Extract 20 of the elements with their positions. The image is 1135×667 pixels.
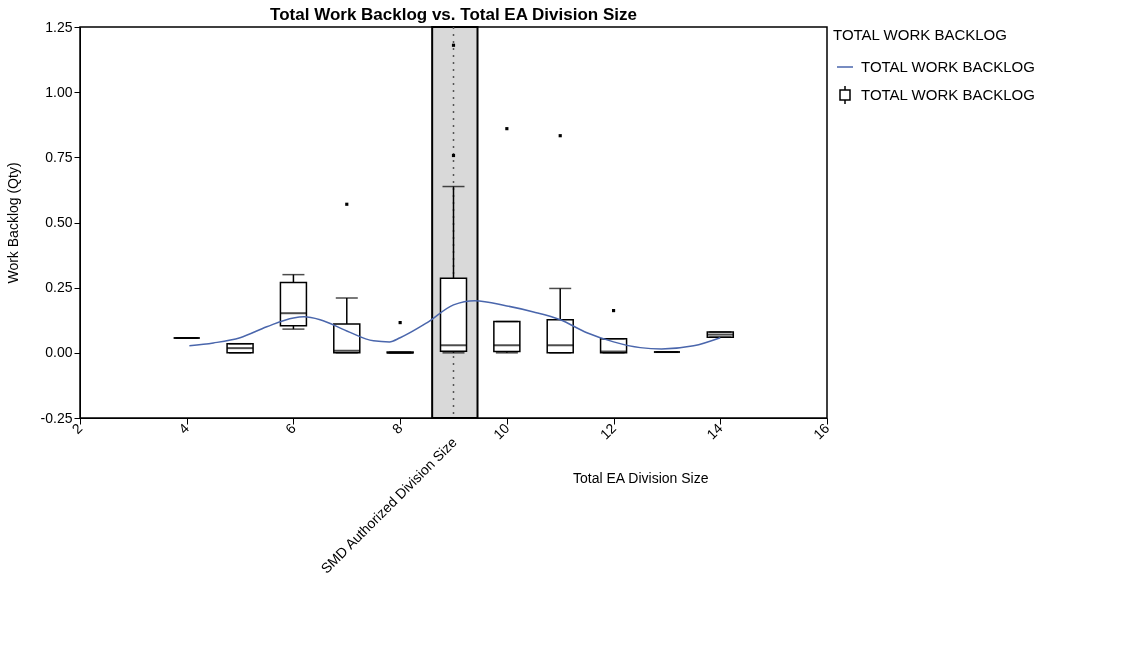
y-tick-label: -0.25 (40, 409, 73, 426)
legend-label: TOTAL WORK BACKLOG (861, 58, 1035, 75)
x-axis-title: Total EA Division Size (573, 470, 709, 487)
legend-label: TOTAL WORK BACKLOG (861, 86, 1035, 103)
x-tick-label: 10 (489, 419, 513, 443)
legend-title: TOTAL WORK BACKLOG (833, 26, 1007, 43)
x-tick-label: 4 (175, 419, 193, 437)
y-tick-label: 0.25 (45, 279, 73, 296)
y-axis-title: Work Backlog (Qty) (4, 162, 21, 284)
x-tick-label: 6 (282, 419, 300, 437)
x-tick-label: 16 (810, 419, 833, 443)
y-tick-label: 0.00 (45, 344, 73, 361)
x-tick-label: 12 (596, 419, 620, 443)
y-tick-label: 1.25 (45, 18, 73, 35)
y-tick-label: 1.00 (45, 83, 73, 100)
y-tick-label: 0.50 (45, 214, 73, 230)
x-tick-label: 14 (703, 419, 726, 443)
x-tick-label: 8 (388, 419, 406, 437)
chart-title: Total Work Backlog vs. Total EA Division Size (270, 5, 637, 24)
y-tick-label: 0.75 (45, 148, 73, 165)
